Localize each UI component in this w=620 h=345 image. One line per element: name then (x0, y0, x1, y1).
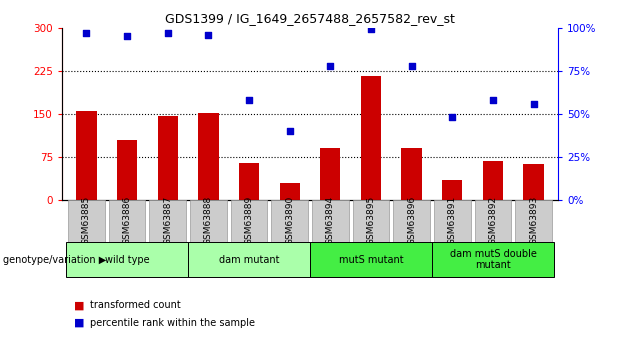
FancyBboxPatch shape (190, 200, 227, 242)
Text: percentile rank within the sample: percentile rank within the sample (90, 318, 255, 327)
Bar (198, 113, 218, 200)
FancyBboxPatch shape (353, 200, 389, 242)
Bar (280, 183, 300, 200)
Point (326, 63, 335, 68)
Text: GSM63885: GSM63885 (82, 196, 91, 245)
Text: mutS mutant: mutS mutant (339, 255, 403, 265)
Point (203, 32, 213, 37)
Text: GSM63886: GSM63886 (123, 196, 131, 245)
Point (81, 30, 91, 36)
Bar (442, 180, 463, 200)
Point (285, 128, 294, 134)
FancyBboxPatch shape (312, 200, 348, 242)
Bar (76, 111, 97, 200)
Text: GSM63895: GSM63895 (366, 196, 376, 245)
Text: GSM63889: GSM63889 (244, 196, 254, 245)
FancyBboxPatch shape (149, 200, 186, 242)
FancyBboxPatch shape (310, 242, 432, 277)
Point (366, 27, 376, 32)
Bar (402, 148, 422, 200)
Text: GSM63891: GSM63891 (448, 196, 457, 245)
Point (488, 97, 498, 103)
Bar (239, 163, 259, 200)
Title: GDS1399 / IG_1649_2657488_2657582_rev_st: GDS1399 / IG_1649_2657488_2657582_rev_st (165, 12, 455, 25)
FancyBboxPatch shape (434, 200, 471, 242)
Bar (483, 161, 503, 200)
Bar (523, 165, 544, 200)
FancyBboxPatch shape (272, 200, 308, 242)
Text: wild type: wild type (105, 255, 149, 265)
Text: ■: ■ (74, 300, 85, 310)
Bar (361, 77, 381, 200)
Text: GSM63887: GSM63887 (163, 196, 172, 245)
Bar (320, 148, 340, 200)
Point (407, 63, 417, 68)
Text: GSM63892: GSM63892 (489, 196, 497, 245)
Text: transformed count: transformed count (90, 300, 180, 310)
FancyBboxPatch shape (393, 200, 430, 242)
Text: ■: ■ (74, 318, 85, 327)
Text: GSM63894: GSM63894 (326, 196, 335, 245)
FancyBboxPatch shape (108, 200, 145, 242)
FancyBboxPatch shape (66, 242, 188, 277)
FancyBboxPatch shape (432, 242, 554, 277)
Text: GSM63893: GSM63893 (529, 196, 538, 245)
Point (122, 33, 132, 39)
Bar (117, 140, 137, 200)
Point (244, 97, 254, 103)
Text: genotype/variation ▶: genotype/variation ▶ (3, 256, 107, 265)
Bar (157, 116, 178, 200)
Text: dam mutant: dam mutant (219, 255, 279, 265)
Point (529, 101, 539, 106)
Text: dam mutS double
mutant: dam mutS double mutant (450, 249, 536, 270)
FancyBboxPatch shape (188, 242, 310, 277)
FancyBboxPatch shape (515, 200, 552, 242)
Point (162, 30, 172, 36)
Text: GSM63890: GSM63890 (285, 196, 294, 245)
Point (448, 115, 458, 120)
Text: GSM63896: GSM63896 (407, 196, 416, 245)
FancyBboxPatch shape (475, 200, 512, 242)
FancyBboxPatch shape (68, 200, 105, 242)
FancyBboxPatch shape (231, 200, 267, 242)
Text: GSM63888: GSM63888 (204, 196, 213, 245)
